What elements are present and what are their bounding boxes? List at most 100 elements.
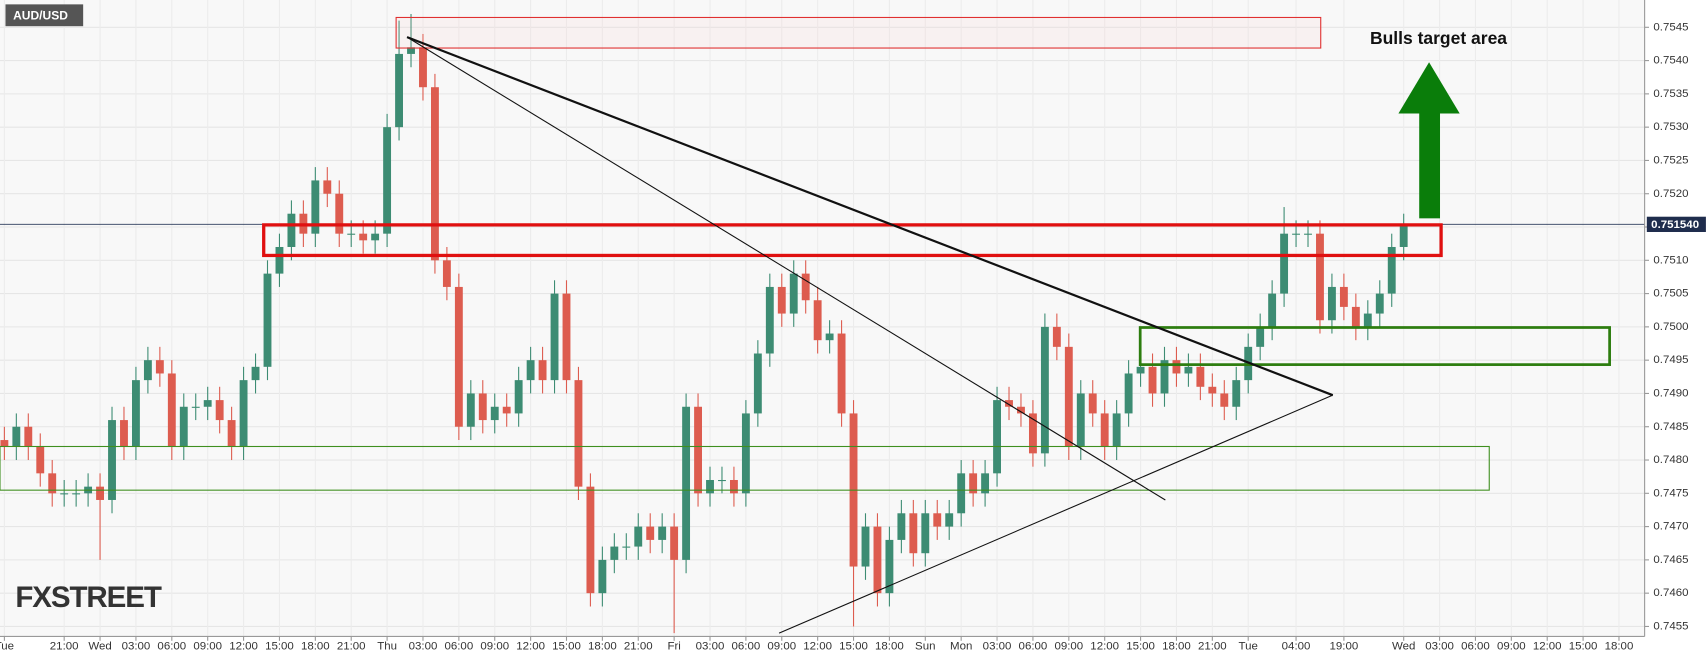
watermark: FXSTREET xyxy=(15,581,162,614)
candle-body xyxy=(1184,366,1193,374)
candle-body xyxy=(634,526,643,547)
candle-body xyxy=(60,493,69,495)
trend-line xyxy=(406,36,1166,501)
candle-body xyxy=(1076,393,1085,447)
candle-body xyxy=(574,380,583,487)
candle-body xyxy=(1124,373,1133,414)
y-tick-label: 0.7485 xyxy=(1653,421,1688,433)
y-tick-label: 0.7480 xyxy=(1653,454,1688,466)
candle-body xyxy=(969,473,978,494)
candle-body xyxy=(1148,366,1157,394)
resistance-box xyxy=(262,223,1443,258)
x-tick-label: 18:00 xyxy=(1162,640,1191,652)
candle-body xyxy=(1375,293,1384,314)
x-tick-label: 03:00 xyxy=(122,640,151,652)
candle-body xyxy=(550,293,559,381)
support-box xyxy=(1138,326,1611,366)
candle-body xyxy=(490,406,499,421)
candle-body xyxy=(419,47,427,88)
candle-body xyxy=(1136,366,1145,374)
x-tick-label: 04:00 xyxy=(1282,640,1311,652)
candle-body xyxy=(921,513,930,554)
x-tick-label: Mon xyxy=(950,640,972,652)
candle-body xyxy=(0,440,9,447)
candle-body xyxy=(275,246,284,274)
candle-body xyxy=(897,513,906,540)
candle-body xyxy=(933,513,942,527)
y-tick-label: 0.7540 xyxy=(1653,55,1688,67)
candle-body xyxy=(741,413,750,494)
x-tick-label: 15:00 xyxy=(552,640,581,652)
candle-body xyxy=(753,353,762,414)
candle-body xyxy=(239,380,248,447)
x-tick-label: 06:00 xyxy=(157,640,186,652)
candle-body xyxy=(610,546,619,560)
candle-body xyxy=(1220,393,1229,407)
candle-body xyxy=(1005,400,1013,407)
x-tick-label: 06:00 xyxy=(444,640,473,652)
x-tick-label: 03:00 xyxy=(409,640,438,652)
y-tick-label: 0.7490 xyxy=(1653,387,1688,399)
last-price-box xyxy=(1646,216,1706,232)
candle-body xyxy=(143,360,152,381)
candle-body xyxy=(263,273,272,367)
x-tick-label: 03:00 xyxy=(983,640,1012,652)
candle-body xyxy=(1292,233,1300,235)
x-tick-label: 19:00 xyxy=(1330,640,1359,652)
candle-body xyxy=(407,47,415,54)
candle-body xyxy=(718,479,726,482)
x-tick-label: 15:00 xyxy=(1126,640,1155,652)
candle-body xyxy=(1268,293,1277,327)
candle-body xyxy=(1256,326,1265,347)
candle-body xyxy=(813,300,822,341)
candle-body xyxy=(1304,233,1312,235)
candle-body xyxy=(430,87,439,261)
candle-body xyxy=(1387,246,1396,294)
y-tick-label: 0.7460 xyxy=(1653,587,1688,599)
y-tick-label: 0.7475 xyxy=(1653,487,1688,499)
x-tick-label: 06:00 xyxy=(1461,640,1490,652)
x-tick-label: Wed xyxy=(1392,640,1415,652)
candle-body xyxy=(957,473,966,514)
candle-body xyxy=(1208,386,1217,394)
y-tick-label: 0.7525 xyxy=(1653,154,1688,166)
candle-body xyxy=(1040,326,1049,454)
candle-body xyxy=(981,473,990,494)
candle-body xyxy=(502,406,511,414)
candle-body xyxy=(1316,233,1324,321)
candle-body xyxy=(861,526,870,567)
candle-body xyxy=(359,233,368,241)
candle-body xyxy=(24,426,33,447)
candle-body xyxy=(945,513,954,527)
candle-body xyxy=(873,526,882,594)
candle-body xyxy=(36,446,45,474)
x-tick-label: 03:00 xyxy=(1425,640,1454,652)
candle-body xyxy=(801,273,810,301)
candle-body xyxy=(1100,413,1109,447)
y-tick-label: 0.7470 xyxy=(1653,521,1688,533)
candle-body xyxy=(526,360,535,381)
x-tick-label: 06:00 xyxy=(732,640,761,652)
candle-body xyxy=(777,286,786,314)
chart-title: AUD/USD xyxy=(13,9,68,23)
candle-body xyxy=(706,479,714,494)
candle-body xyxy=(1172,360,1181,374)
candle-body xyxy=(1232,380,1241,407)
y-tick-label: 0.7500 xyxy=(1653,321,1688,333)
candle-body xyxy=(155,360,164,374)
y-tick-label: 0.7520 xyxy=(1653,188,1688,200)
candle-body xyxy=(1327,286,1336,321)
candle-body xyxy=(1339,286,1348,307)
candle-body xyxy=(12,426,21,447)
candle-body xyxy=(72,493,81,495)
trend-line xyxy=(406,36,1334,397)
candle-body xyxy=(1064,346,1073,447)
candle-body xyxy=(825,333,834,341)
candle-body xyxy=(729,479,738,494)
candle-body xyxy=(682,406,691,560)
candle-body xyxy=(993,400,1001,474)
candle-body xyxy=(227,420,236,447)
candle-body xyxy=(167,373,176,447)
candle-body xyxy=(108,420,116,500)
candle-body xyxy=(454,286,463,427)
